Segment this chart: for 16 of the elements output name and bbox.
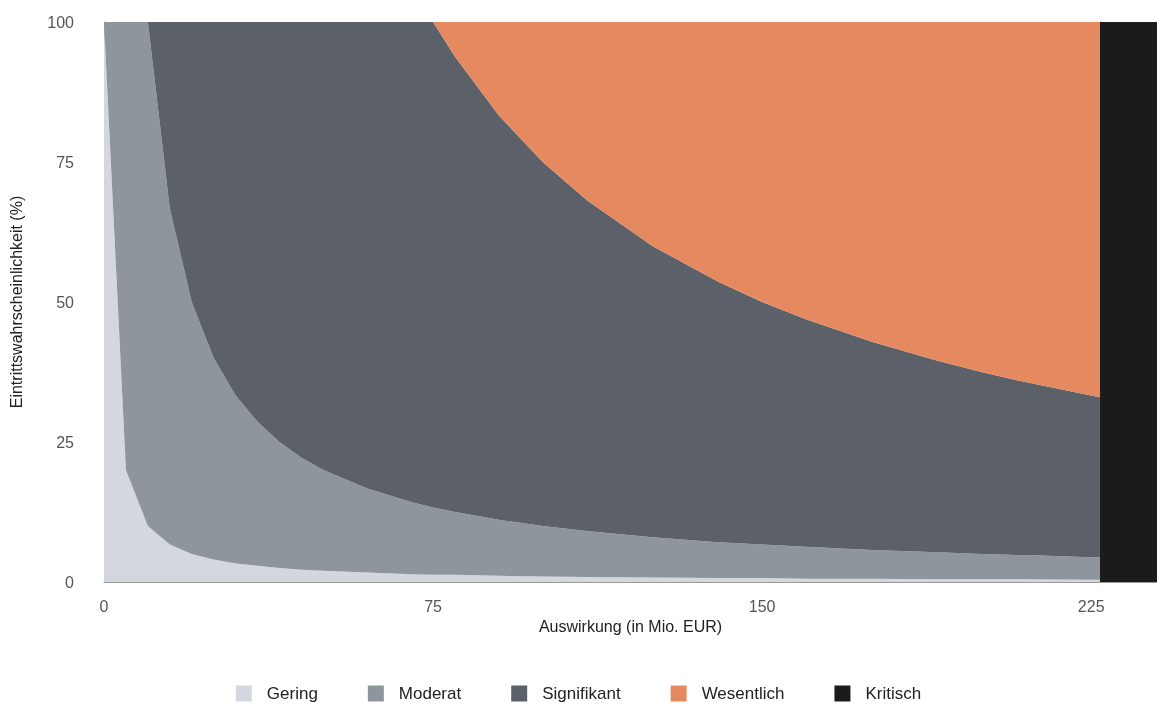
x-tick-label: 225: [1077, 597, 1105, 615]
y-tick-label: 25: [56, 433, 75, 451]
legend-label: Moderat: [398, 684, 462, 703]
legend-label: Gering: [266, 684, 318, 703]
y-tick-label: 50: [56, 293, 75, 311]
legend-label: Kritisch: [865, 684, 922, 703]
x-tick-label: 150: [748, 597, 776, 615]
legend-label: Wesentlich: [701, 684, 785, 703]
x-tick-label: 75: [424, 597, 443, 615]
y-tick-label: 0: [65, 573, 75, 591]
x-axis-title: Auswirkung (in Mio. EUR): [538, 618, 723, 636]
x-tick-label: 0: [99, 597, 109, 615]
legend-label: Signifikant: [542, 684, 621, 703]
y-tick-label: 100: [47, 13, 75, 31]
y-tick-label: 75: [56, 153, 75, 171]
y-axis-title: Eintrittswahrscheinlichkeit (%): [7, 195, 25, 409]
